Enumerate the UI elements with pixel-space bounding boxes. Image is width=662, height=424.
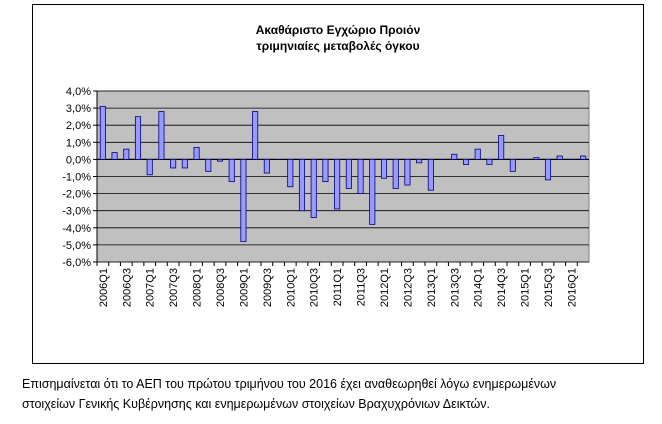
x-tick-label-2009Q1: 2009Q1 (238, 268, 250, 307)
y-tick-label: -3,0% (62, 206, 91, 218)
x-tick-label-2010Q1: 2010Q1 (285, 268, 297, 307)
x-tick-label-2011Q3: 2011Q3 (356, 268, 368, 306)
bar-2014Q3 (498, 135, 505, 160)
bar-2010Q4 (322, 158, 329, 183)
bar-2016Q2 (580, 155, 587, 160)
bar-2011Q2 (345, 158, 352, 189)
bar-2011Q4 (369, 158, 376, 225)
x-tick-label-2011Q1: 2011Q1 (332, 268, 344, 306)
y-tick-label: -5,0% (62, 240, 91, 252)
bar-2006Q1 (99, 105, 106, 160)
bar-2008Q2 (205, 158, 212, 172)
bar-2007Q2 (158, 111, 165, 160)
x-tick-label-2008Q1: 2008Q1 (192, 268, 204, 307)
bar-2007Q3 (170, 158, 177, 169)
x-tick-label-2012Q1: 2012Q1 (379, 268, 391, 307)
bar-2013Q1 (427, 158, 434, 191)
x-tick-label-2006Q3: 2006Q3 (121, 268, 133, 307)
footnote-line-1: Επισημαίνεται ότι το ΑΕΠ του πρώτου τριμ… (22, 377, 557, 391)
bar-2010Q1 (287, 158, 294, 188)
bar-2015Q2 (533, 157, 540, 160)
bar-2013Q4 (462, 158, 470, 165)
bar-2006Q4 (134, 116, 142, 160)
x-tick-label-2012Q3: 2012Q3 (402, 268, 414, 307)
bar-2011Q1 (334, 158, 341, 210)
y-tick-label: -4,0% (62, 223, 91, 235)
y-tick-label: 0,0% (66, 154, 91, 166)
chart-plot: 4,0% 3,0% 2,0% 1,0% 0,0% -1,0% -2,0% -3,0% -4,0%… (62, 86, 590, 307)
bar-2012Q4 (416, 158, 423, 164)
y-tick-label: 4,0% (66, 86, 91, 98)
bar-2010Q2 (298, 158, 306, 212)
bar-2012Q1 (380, 158, 388, 179)
chart-frame: Ακαθάριστο Εγχώριο Προιόν τριμηνιαίες με… (32, 4, 644, 364)
x-tick-label-2014Q3: 2014Q3 (496, 268, 508, 307)
bar-2015Q3 (544, 158, 552, 181)
y-tick-label: -2,0% (62, 189, 91, 201)
x-tick-label-2009Q3: 2009Q3 (262, 268, 274, 307)
bar-2008Q3 (216, 158, 224, 162)
x-tick-label-2013Q1: 2013Q1 (426, 268, 438, 307)
bar-2009Q3 (263, 158, 270, 174)
x-tick-label-2015Q3: 2015Q3 (543, 268, 555, 307)
x-tick-label-2007Q3: 2007Q3 (168, 268, 180, 307)
bar-2014Q2 (486, 158, 493, 165)
bar-2012Q3 (404, 158, 411, 186)
bar-2012Q2 (392, 158, 399, 189)
bar-2007Q1 (146, 158, 153, 176)
bar-2006Q2 (111, 152, 118, 160)
bar-2009Q1 (240, 158, 247, 242)
x-tick-label-2008Q3: 2008Q3 (215, 268, 227, 307)
bar-2010Q3 (310, 158, 317, 218)
x-tick-label-2010Q3: 2010Q3 (309, 268, 321, 307)
y-tick-label: 2,0% (66, 120, 91, 132)
y-tick-label: 3,0% (66, 103, 91, 115)
bar-2014Q4 (509, 158, 516, 172)
bar-2006Q3 (123, 148, 130, 160)
footnote: Επισημαίνεται ότι το ΑΕΠ του πρώτου τριμ… (22, 374, 652, 414)
bar-2009Q2 (252, 111, 259, 160)
bar-2008Q1 (193, 147, 200, 160)
bar-2015Q4 (556, 155, 563, 160)
y-tick-label: -1,0% (62, 172, 91, 184)
bar-2008Q4 (228, 158, 235, 183)
y-tick-label: 1,0% (66, 137, 91, 149)
footnote-line-2: στοιχείων Γενικής Κυβέρνησης και ενημερω… (22, 397, 490, 411)
bar-2013Q3 (451, 153, 458, 160)
x-tick-label-2015Q1: 2015Q1 (520, 268, 532, 307)
x-tick-label-2013Q3: 2013Q3 (449, 268, 461, 307)
y-tick-label: -6,0% (62, 257, 91, 269)
x-tick-label-2016Q1: 2016Q1 (566, 268, 578, 307)
x-tick-label-2014Q1: 2014Q1 (473, 268, 485, 307)
chart-subtitle: τριμηνιαίες μεταβολές όγκου (256, 39, 420, 53)
x-tick-label-2006Q1: 2006Q1 (98, 268, 110, 307)
chart-title: Ακαθάριστο Εγχώριο Προιόν (255, 23, 421, 37)
bar-2007Q4 (181, 158, 188, 169)
bar-2011Q3 (357, 158, 364, 194)
x-tick-label-2007Q1: 2007Q1 (145, 268, 157, 307)
bar-2014Q1 (474, 148, 481, 160)
